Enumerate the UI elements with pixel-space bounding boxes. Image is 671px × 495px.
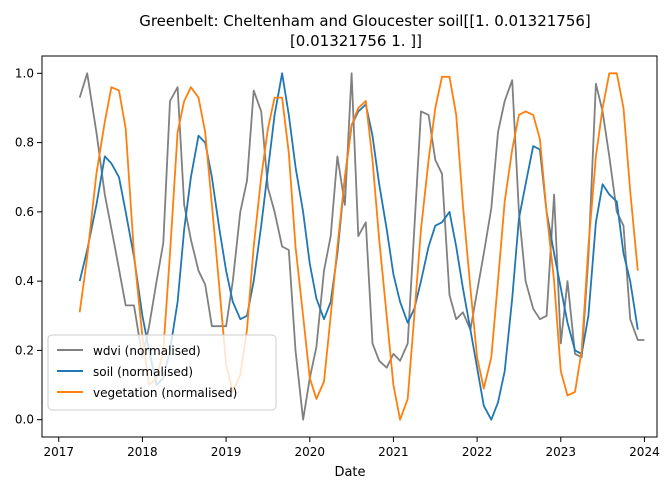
x-tick-label: 2022 [462,445,493,459]
x-tick-label: 2023 [546,445,577,459]
legend-label: soil (normalised) [93,365,193,379]
y-tick-label: 0.0 [15,413,34,427]
legend-box [47,334,277,411]
x-tick-label: 2024 [629,445,660,459]
x-tick-label: 2017 [43,445,74,459]
plot-area: 2017 2018 2019 2020 2021 2022 2023 2024 0.0 0.2 0.… [15,55,660,459]
axes-frame [41,55,658,438]
x-tick-label: 2021 [378,445,409,459]
x-tick-label: 2020 [294,445,325,459]
chart-title-line2: [0.01321756 1. ]] [290,32,422,50]
y-tick-label: 0.4 [15,274,34,288]
x-axis-label: Date [334,465,365,480]
x-tick-label: 2018 [127,445,158,459]
legend-label: vegetation (normalised) [93,386,237,400]
y-tick-label: 0.6 [15,205,34,219]
y-tick-label: 1.0 [15,66,34,80]
series-line-0 [78,72,645,421]
y-tick-label: 0.2 [15,343,34,357]
chart-title-line1: Greenbelt: Cheltenham and Gloucester soi… [139,12,591,30]
series-line-2 [78,72,639,421]
legend-label: wdvi (normalised) [93,344,201,358]
y-tick-label: 0.8 [15,136,34,150]
x-tick-label: 2019 [211,445,242,459]
legend: wdvi (normalised) soil (normalised) vegeta… [47,334,277,411]
